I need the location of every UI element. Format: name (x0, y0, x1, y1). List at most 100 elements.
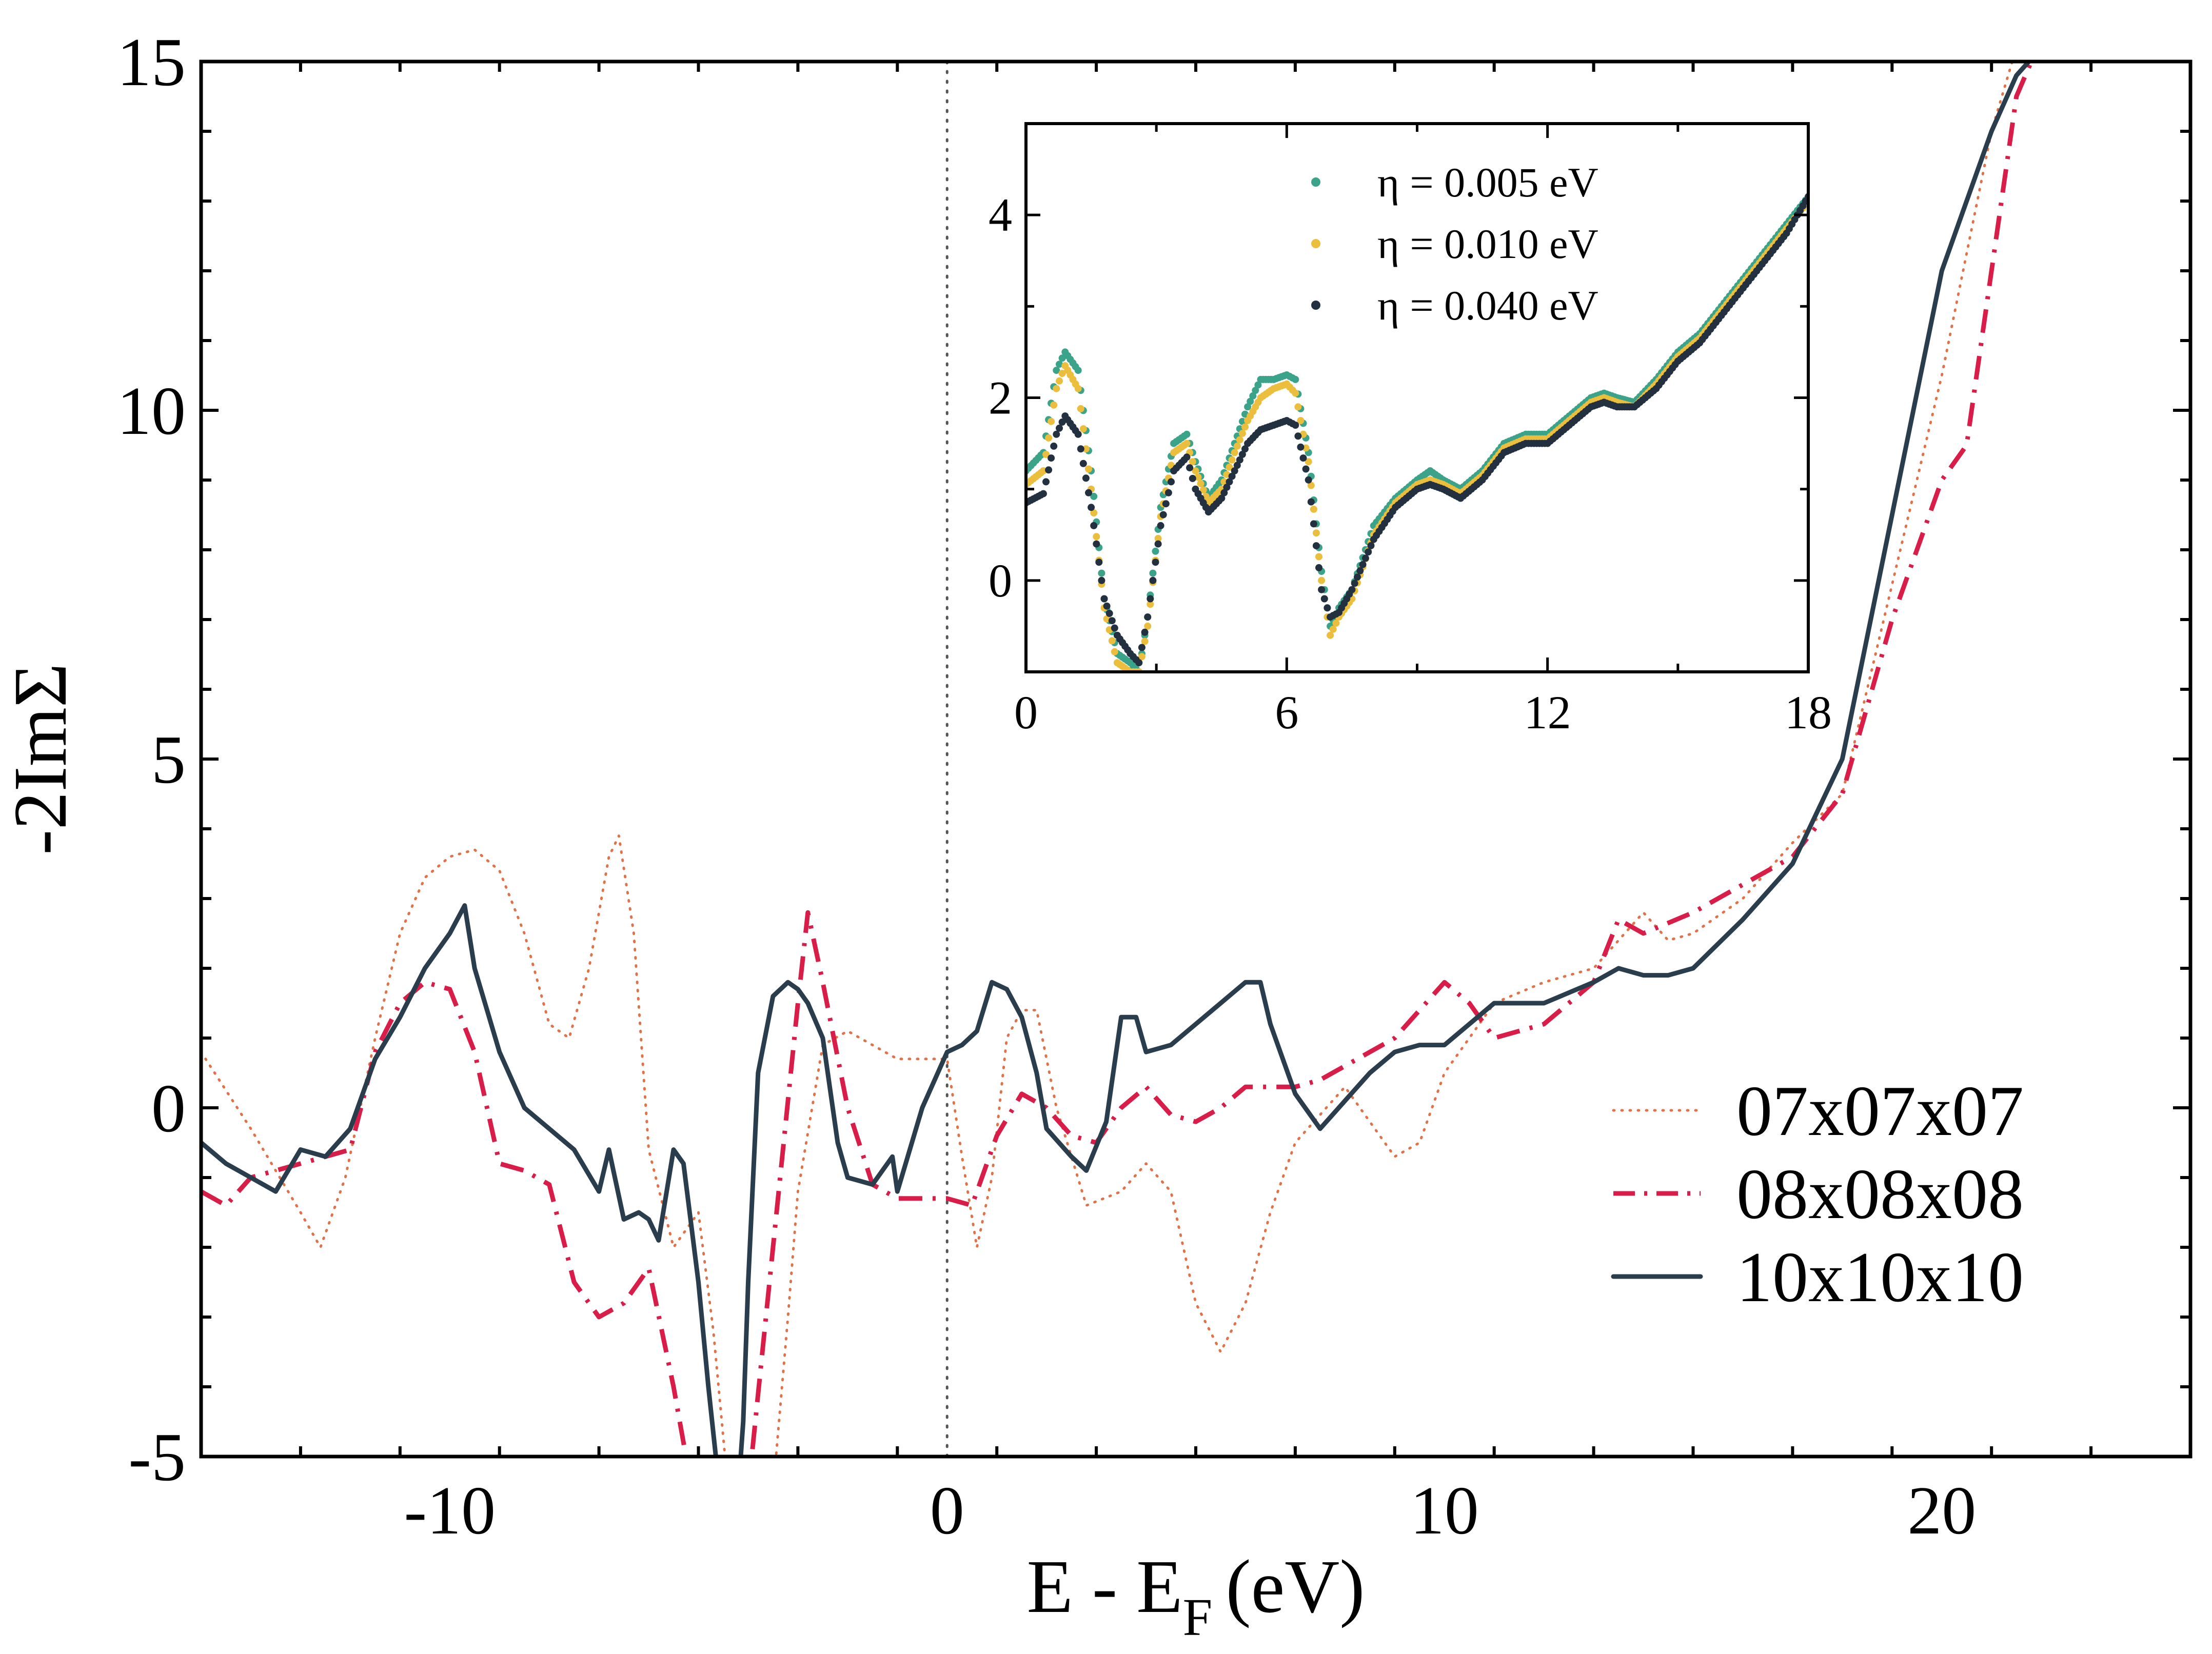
scatter-point (1079, 425, 1087, 433)
scatter-point (1048, 417, 1055, 425)
scatter-point (1100, 595, 1108, 603)
scatter-point (1297, 417, 1305, 424)
scatter-point (1231, 467, 1238, 474)
scatter-point (1329, 625, 1337, 633)
scatter-point (1252, 387, 1259, 394)
scatter-point (1305, 476, 1312, 484)
scatter-point (1045, 434, 1053, 442)
scatter-point (1147, 595, 1154, 603)
scatter-point (1074, 430, 1082, 438)
scatter-point (1050, 401, 1058, 409)
scatter-point (1144, 622, 1152, 630)
scatter-point (1197, 480, 1204, 487)
scatter-point (1077, 405, 1084, 412)
scatter-point (1079, 460, 1087, 467)
series-line-07x07x07 (201, 62, 2014, 1457)
scatter-point (1082, 445, 1090, 453)
legend-label: 10x10x10 (1736, 1238, 2024, 1317)
scatter-point (1050, 442, 1058, 450)
scatter-point (1138, 644, 1146, 651)
scatter-point (1098, 576, 1105, 584)
scatter-point (1194, 473, 1202, 481)
scatter-point (1318, 576, 1326, 584)
x-axis-title-main: E - E (1026, 1545, 1182, 1629)
scatter-point (1241, 445, 1249, 453)
scatter-point (1359, 561, 1367, 568)
x-tick-label: 20 (1907, 1472, 1976, 1548)
scatter-point (1141, 628, 1149, 636)
scatter-point (1249, 392, 1257, 400)
scatter-point (1048, 454, 1055, 462)
scatter-point (1320, 595, 1328, 603)
scatter-point (1183, 430, 1191, 438)
scatter-point (1365, 548, 1372, 556)
inset-legend-label: η = 0.040 eV (1377, 282, 1598, 329)
scatter-point (1312, 542, 1320, 550)
scatter-point (1157, 522, 1164, 529)
scatter-point (1361, 554, 1369, 562)
scatter-point (1056, 361, 1063, 368)
scatter-point (1307, 498, 1315, 506)
scatter-point (1053, 367, 1060, 374)
main-ticks (200, 60, 2192, 1458)
scatter-point (1294, 432, 1302, 440)
series-line-08x08x08 (201, 62, 2033, 1457)
scatter-point (1354, 573, 1361, 581)
scatter-point (1332, 620, 1340, 627)
scatter-point (1223, 484, 1231, 491)
y-tick-label: -5 (128, 1419, 186, 1495)
inset-x-tick-label: 0 (1014, 686, 1038, 739)
y-tick-label: 15 (117, 24, 186, 100)
scatter-point (1042, 478, 1050, 486)
scatter-point (1090, 509, 1098, 516)
scatter-point (1183, 453, 1191, 461)
scatter-point (1039, 490, 1047, 497)
x-tick-label: 0 (930, 1472, 964, 1548)
inset-background (1026, 124, 1808, 672)
scatter-point (1302, 465, 1310, 473)
scatter-point (1226, 463, 1233, 471)
inset-legend-label: η = 0.005 eV (1377, 159, 1598, 206)
scatter-point (1228, 472, 1236, 480)
scatter-point (1297, 443, 1305, 451)
scatter-point (1236, 436, 1243, 444)
scatter-point (1292, 375, 1299, 383)
y-axis-title: -2ImΣ (0, 663, 83, 855)
inset-legend-marker (1311, 301, 1320, 310)
scatter-point (1324, 604, 1331, 612)
x-tick-label: 10 (1410, 1472, 1479, 1548)
scatter-point (1074, 385, 1082, 392)
scatter-point (1299, 454, 1307, 462)
scatter-point (1218, 494, 1226, 502)
scatter-point (1189, 474, 1196, 482)
scatter-point (1233, 462, 1241, 469)
scatter-point (1318, 586, 1326, 593)
scatter-point (1233, 442, 1241, 450)
scatter-point (1292, 422, 1299, 429)
scatter-point (1162, 500, 1170, 508)
inset-x-tick-label: 6 (1275, 686, 1298, 739)
scatter-point (1294, 403, 1302, 411)
scatter-point (1238, 451, 1246, 458)
scatter-point (1348, 586, 1356, 593)
x-axis-title-subscript: F (1183, 1588, 1213, 1647)
scatter-point (1090, 522, 1098, 529)
inset-series-group (1026, 193, 1808, 672)
scatter-point (1056, 377, 1063, 385)
scatter-point (1292, 389, 1299, 397)
scatter-point (1183, 440, 1191, 447)
scatter-point (1168, 478, 1175, 486)
scatter-point (1042, 451, 1050, 458)
scatter-point (1189, 458, 1196, 466)
scatter-point (1088, 504, 1095, 511)
y-tick-label: 5 (151, 722, 186, 798)
scatter-point (1093, 533, 1100, 541)
scatter-point (1305, 458, 1312, 466)
legend-label: 08x08x08 (1736, 1154, 2024, 1234)
scatter-point (1247, 397, 1254, 405)
scatter-point (1310, 505, 1317, 513)
scatter-point (1149, 569, 1157, 577)
scatter-point (1108, 637, 1116, 645)
